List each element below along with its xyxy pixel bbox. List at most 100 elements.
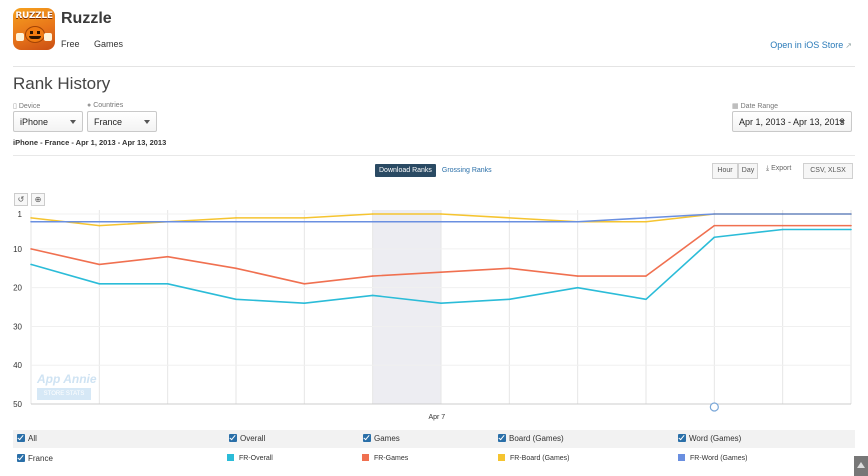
data-point bbox=[98, 220, 101, 223]
data-point bbox=[371, 220, 374, 223]
country-value: France bbox=[94, 117, 123, 127]
data-point bbox=[371, 275, 374, 277]
app-meta: Free Games bbox=[61, 39, 135, 49]
rank-type-tabs: Download Ranks Grossing Ranks bbox=[375, 164, 496, 177]
app-title: Ruzzle bbox=[61, 10, 112, 27]
globe-icon: ● bbox=[87, 102, 92, 109]
checkbox-icon bbox=[17, 454, 25, 462]
data-point bbox=[371, 213, 374, 215]
legend-series-word[interactable]: FR-Word (Games) bbox=[678, 454, 747, 462]
data-point bbox=[30, 217, 32, 219]
phone-icon: ▯ bbox=[13, 103, 17, 110]
legend-toggle-board[interactable]: Board (Games) bbox=[498, 434, 564, 443]
legend-toggle-overall[interactable]: Overall bbox=[229, 434, 265, 443]
divider bbox=[13, 66, 855, 67]
reset-zoom-icon[interactable]: ↺ bbox=[14, 193, 28, 206]
tab-download-ranks[interactable]: Download Ranks bbox=[375, 164, 436, 177]
watermark-badge: STORE STATS bbox=[37, 388, 91, 400]
data-point bbox=[576, 220, 579, 223]
y-tick-label: 10 bbox=[13, 245, 22, 254]
legend-toggle-word[interactable]: Word (Games) bbox=[678, 434, 741, 443]
legend-toggle-games[interactable]: Games bbox=[363, 434, 400, 443]
data-point bbox=[508, 220, 511, 223]
export-label: ⤓ Export bbox=[766, 165, 792, 172]
data-point bbox=[440, 220, 442, 223]
letter-tile-icon bbox=[16, 33, 24, 41]
checkbox-icon bbox=[678, 434, 686, 442]
data-point bbox=[303, 282, 306, 285]
legend-country-row: France FR-Overall FR-Games FR-Board (Gam… bbox=[13, 450, 855, 468]
data-point bbox=[508, 298, 511, 301]
data-point bbox=[235, 217, 237, 219]
checkbox-icon bbox=[229, 434, 237, 442]
app-icon-text: RUZZLE bbox=[15, 11, 53, 21]
app-category-link[interactable]: Games bbox=[94, 39, 124, 49]
device-value: iPhone bbox=[20, 117, 49, 127]
pumpkin-mouth-icon bbox=[29, 36, 41, 39]
calendar-icon: ▦ bbox=[732, 103, 739, 110]
series-swatch bbox=[362, 454, 369, 461]
data-point bbox=[781, 213, 784, 215]
chart-subtitle: iPhone - France - Apr 1, 2013 - Apr 13, … bbox=[13, 138, 167, 147]
app-price: Free bbox=[61, 39, 80, 49]
zoom-icon[interactable]: ⊕ bbox=[31, 193, 45, 206]
data-point bbox=[850, 228, 852, 231]
data-point bbox=[166, 255, 169, 258]
data-point bbox=[645, 298, 647, 301]
data-point bbox=[98, 224, 101, 227]
device-select[interactable]: iPhone bbox=[13, 111, 83, 132]
data-point bbox=[645, 220, 647, 223]
checkbox-icon bbox=[363, 434, 371, 442]
open-ios-store-link[interactable]: Open in iOS Store ↗ bbox=[770, 40, 852, 50]
chevron-down-icon bbox=[70, 120, 76, 124]
data-point bbox=[303, 302, 306, 304]
data-point bbox=[166, 220, 169, 223]
app-icon: RUZZLE bbox=[13, 8, 55, 50]
download-icon: ⤓ bbox=[766, 165, 770, 172]
data-point bbox=[30, 263, 32, 266]
data-point bbox=[850, 213, 852, 215]
day-button[interactable]: Day bbox=[738, 163, 758, 179]
legend-toggle-france[interactable]: France bbox=[17, 454, 53, 463]
data-point bbox=[235, 220, 237, 223]
legend-series-overall[interactable]: FR-Overall bbox=[227, 454, 273, 462]
data-point bbox=[713, 224, 716, 227]
y-tick-label: 50 bbox=[13, 400, 22, 409]
x-tick-label: Apr 7 bbox=[428, 414, 445, 421]
date-range-select[interactable]: Apr 1, 2013 - Apr 13, 2013 bbox=[732, 111, 852, 132]
page-title: Rank History bbox=[13, 74, 111, 93]
data-point bbox=[98, 263, 101, 266]
data-point bbox=[30, 220, 32, 223]
legend-series-games[interactable]: FR-Games bbox=[362, 454, 408, 462]
scroll-to-top-button[interactable] bbox=[854, 456, 868, 476]
data-point bbox=[508, 217, 511, 219]
data-point bbox=[781, 224, 784, 227]
ios-link-label: Open in iOS Store bbox=[770, 40, 844, 50]
data-point bbox=[645, 217, 647, 219]
data-point bbox=[576, 275, 579, 277]
chevron-down-icon bbox=[839, 120, 845, 124]
date-range-value: Apr 1, 2013 - Apr 13, 2013 bbox=[739, 117, 845, 127]
data-point bbox=[850, 224, 852, 227]
data-point bbox=[508, 267, 511, 270]
export-formats-button[interactable]: CSV, XLSX bbox=[803, 163, 853, 179]
data-point bbox=[440, 213, 442, 215]
legend-series-board[interactable]: FR-Board (Games) bbox=[498, 454, 570, 462]
legend-toggle-all[interactable]: All bbox=[17, 434, 37, 443]
series-swatch bbox=[498, 454, 505, 461]
tab-grossing-ranks[interactable]: Grossing Ranks bbox=[441, 167, 492, 174]
data-point bbox=[781, 228, 784, 231]
y-tick-label: 20 bbox=[13, 284, 22, 293]
series-swatch bbox=[678, 454, 685, 461]
data-point bbox=[98, 282, 101, 285]
checkbox-icon bbox=[498, 434, 506, 442]
rank-chart: 1 10 20 30 40 50 Apr 7 bbox=[13, 210, 852, 421]
legend-header-row: All Overall Games Board (Games) Word (Ga… bbox=[13, 430, 855, 448]
data-point bbox=[303, 220, 306, 223]
data-point bbox=[440, 302, 442, 304]
data-point bbox=[235, 298, 237, 301]
country-select[interactable]: France bbox=[87, 111, 157, 132]
hour-button[interactable]: Hour bbox=[712, 163, 738, 179]
data-point bbox=[303, 217, 306, 219]
date-range-label: ▦ Date Range bbox=[732, 103, 778, 110]
